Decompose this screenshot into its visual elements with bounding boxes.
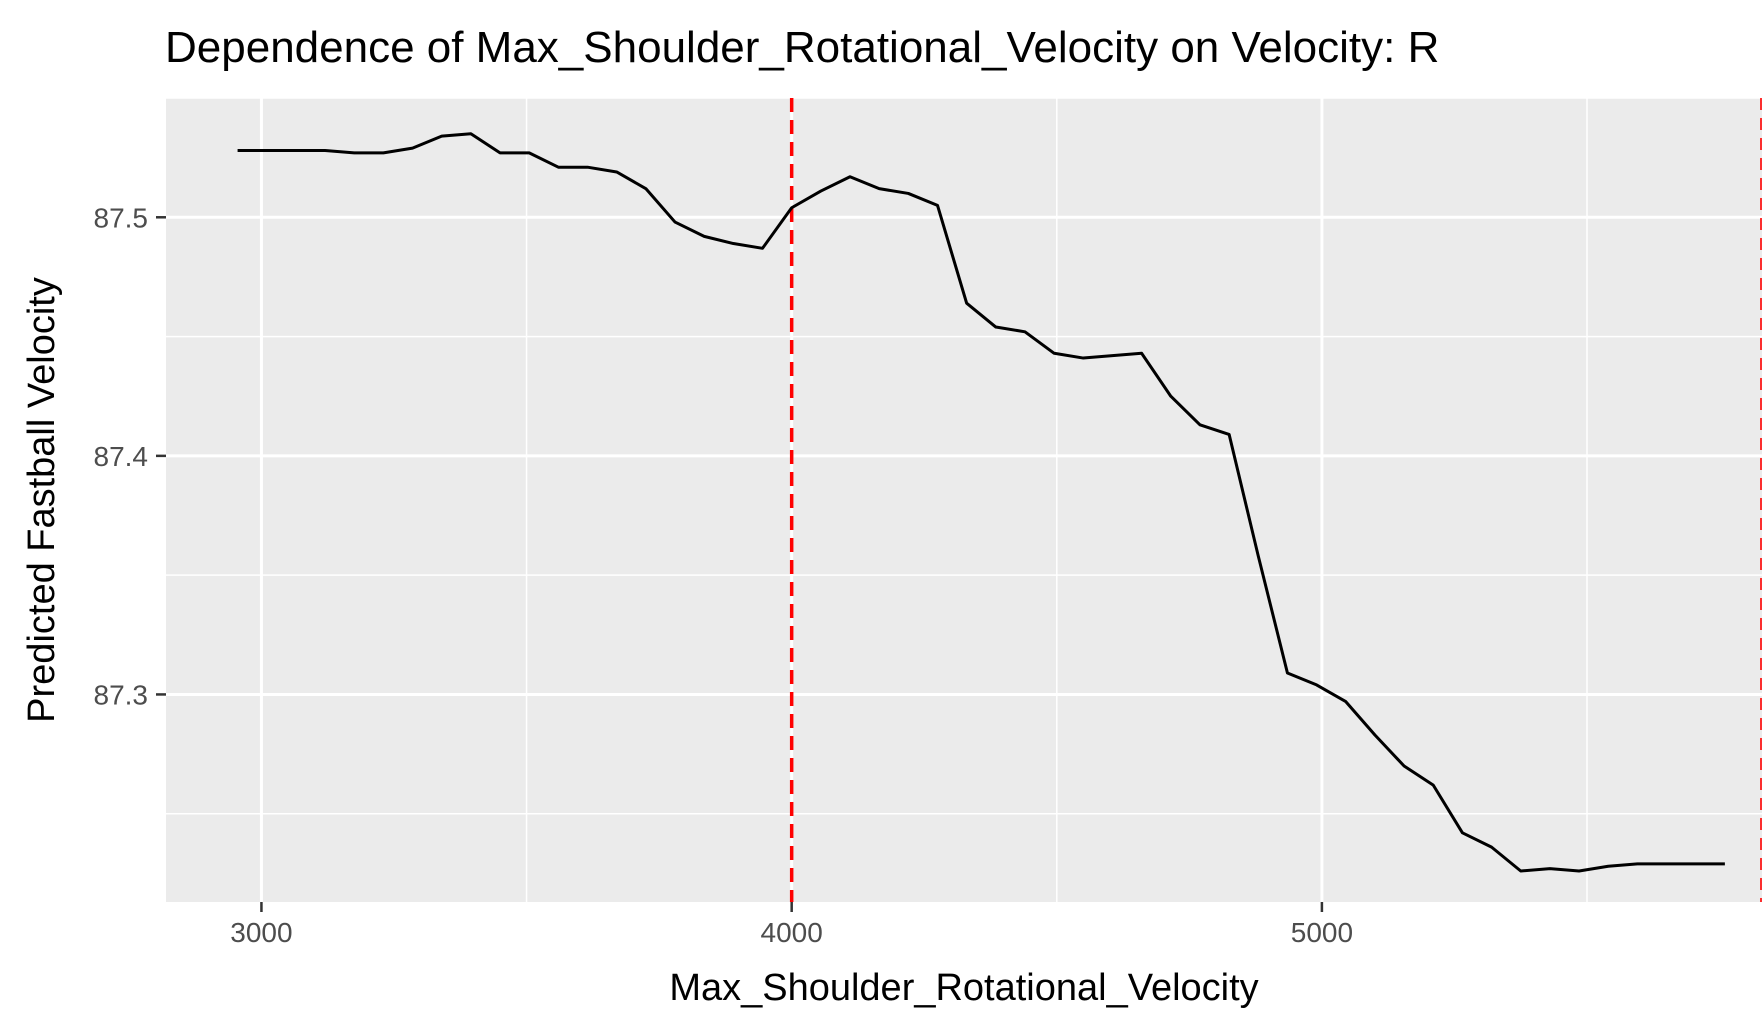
y-axis-title: Predicted Fastball Velocity: [21, 277, 63, 723]
y-tick-label: 87.4: [94, 441, 149, 472]
y-tick-label: 87.3: [94, 679, 149, 710]
chart-title: Dependence of Max_Shoulder_Rotational_Ve…: [165, 23, 1439, 72]
x-tick-label: 4000: [761, 917, 823, 948]
x-tick-label: 5000: [1291, 917, 1353, 948]
reference-lines: [789, 98, 1762, 902]
x-tick-label: 3000: [230, 917, 292, 948]
series-line-0: [237, 132, 1725, 873]
plot-panel: [166, 98, 1762, 902]
y-tick-labels: 87.3 87.4 87.5: [94, 202, 149, 710]
minor-gridlines: [166, 97, 1762, 902]
series-layer: [237, 132, 1725, 873]
axis-ticks: [156, 216, 1324, 912]
x-axis-title: Max_Shoulder_Rotational_Velocity: [669, 967, 1258, 1009]
x-tick-labels: 3000 4000 5000: [230, 917, 1353, 948]
y-tick-label: 87.5: [94, 202, 149, 233]
